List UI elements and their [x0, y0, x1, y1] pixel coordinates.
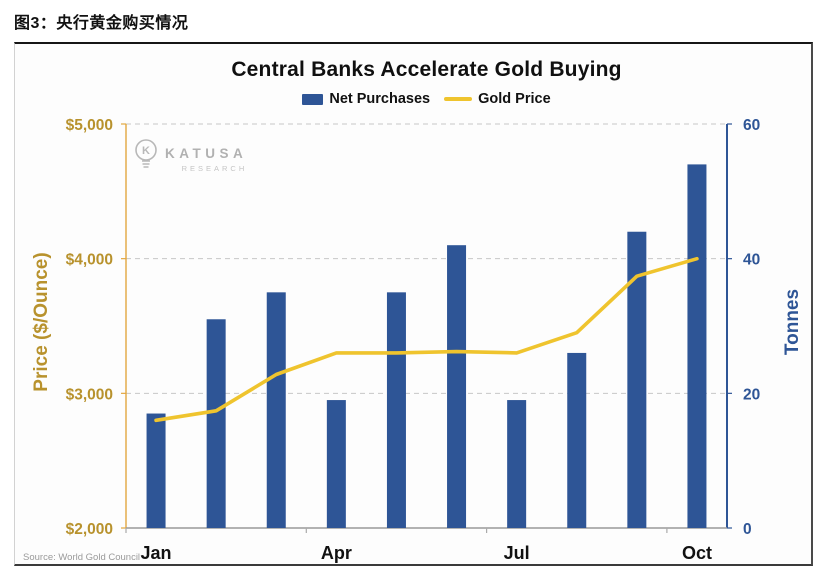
bar-oct: [687, 164, 707, 528]
chart-legend: Net Purchases Gold Price: [126, 90, 727, 108]
month-label-oct: Oct: [682, 543, 712, 563]
chart-plot-area: $2,000 $3,000 $4,000 $5,000 0 20 40 60 Jan Apr Jul…: [66, 117, 761, 563]
right-tick-label: 40: [743, 252, 760, 269]
svg-text:K: K: [142, 145, 150, 157]
month-label-jul: Jul: [504, 543, 530, 563]
right-tick-label: 60: [743, 117, 760, 134]
bar-jan: [146, 413, 166, 528]
right-axis-tick-labels: 0 20 40 60: [743, 117, 760, 538]
watermark-brand: KATUSA: [165, 146, 248, 161]
left-tick-label: $5,000: [66, 117, 113, 134]
bar-may: [386, 292, 406, 528]
left-tick-label: $3,000: [66, 386, 113, 403]
right-tick-label: 0: [743, 521, 752, 538]
watermark-text: KATUSA RESEARCH: [165, 146, 247, 173]
left-tick-label: $2,000: [66, 521, 113, 538]
lightbulb-k-icon: K: [135, 139, 157, 168]
month-label-jan: Jan: [141, 543, 172, 563]
source-note: Source: World Gold Council: [23, 552, 141, 563]
month-label-apr: Apr: [321, 543, 352, 563]
grid-lines: [126, 123, 727, 394]
right-axis-title: Tonnes: [782, 288, 803, 356]
axis-tick-marks: [121, 123, 732, 533]
x-axis-month-labels: Jan Apr Jul Oct: [141, 543, 712, 563]
katusa-research-watermark: K KATUSA RESEARCH: [133, 138, 247, 174]
net-purchases-swatch-icon: [302, 93, 324, 105]
chart-title: Central Banks Accelerate Gold Buying: [231, 58, 622, 81]
gold-price-line: [154, 256, 699, 423]
legend-item-gold-price: Gold Price: [444, 91, 551, 107]
bar-feb: [206, 319, 226, 528]
legend-label: Net Purchases: [329, 91, 431, 107]
left-tick-label: $4,000: [66, 252, 113, 269]
bar-apr: [326, 400, 346, 528]
chart-container: $2,000 $3,000 $4,000 $5,000 0 20 40 60 Jan Apr Jul…: [14, 42, 813, 566]
right-tick-label: 20: [743, 386, 760, 403]
bar-jul: [507, 400, 527, 528]
bar-mar: [266, 292, 286, 528]
gold-price-swatch-icon: [444, 97, 473, 101]
legend-item-net-purchases: Net Purchases: [302, 91, 430, 107]
bar-jun: [447, 245, 467, 528]
left-axis-tick-labels: $2,000 $3,000 $4,000 $5,000: [66, 117, 113, 538]
bar-sep: [627, 231, 647, 528]
bars-net-purchases: [146, 164, 707, 528]
legend-label: Gold Price: [478, 91, 551, 107]
left-axis-title: Price ($/Ounce): [31, 252, 52, 392]
figure-heading: 图3：央行黄金购买情况: [14, 15, 189, 32]
watermark-sub: RESEARCH: [181, 164, 248, 173]
bar-aug: [567, 352, 587, 528]
